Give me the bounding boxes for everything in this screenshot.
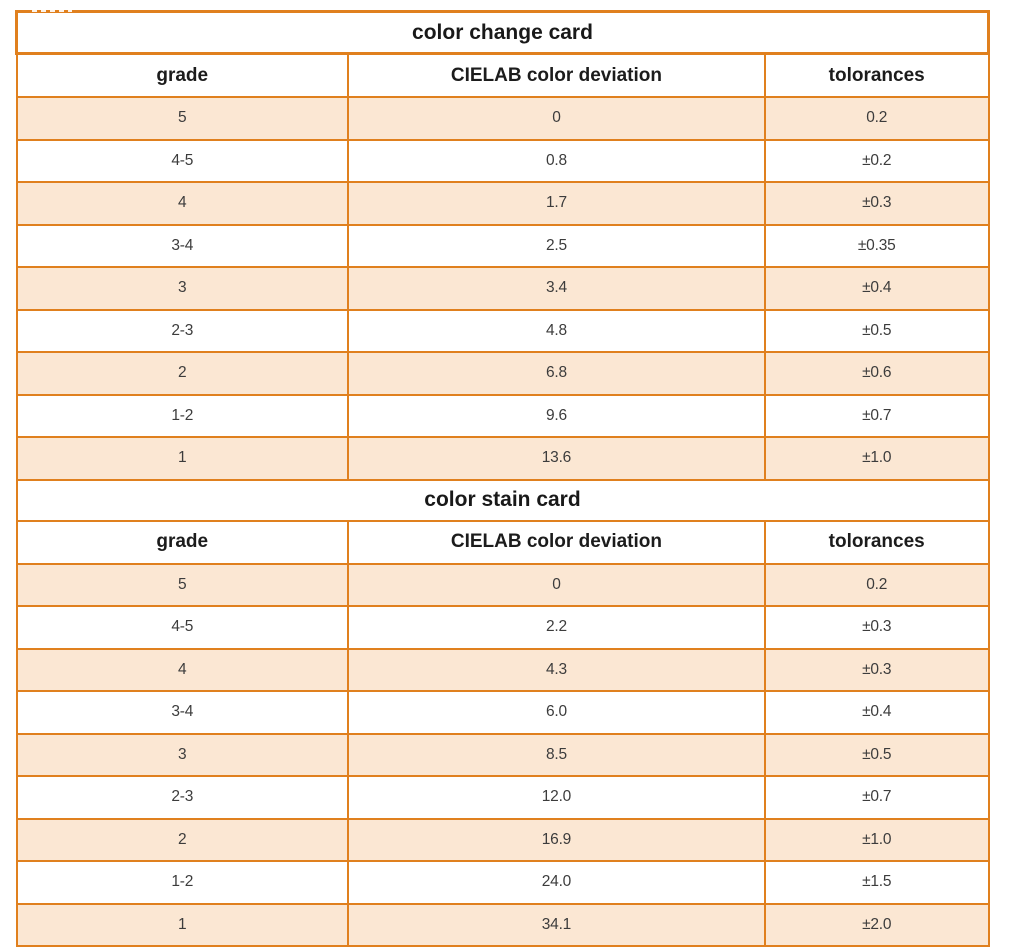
table-row: 3 8.5 ±0.5 [15,732,990,777]
tolerance-cell: ±1.0 [763,436,990,481]
grade-cell: 2-3 [15,308,349,353]
grade-cell: 5 [15,96,349,141]
grade-cell: 3 [15,732,349,777]
column-header-tolorances: tolorances [763,519,990,565]
tolerance-cell: ±0.4 [763,266,990,311]
deviation-cell: 12.0 [346,775,766,820]
tolerance-cell: ±0.5 [763,732,990,777]
deviation-cell: 4.8 [346,308,766,353]
tolerance-cell: ±0.7 [763,393,990,438]
grade-cell: 4-5 [15,138,349,183]
column-header-grade: grade [15,52,349,98]
deviation-cell: 0 [346,96,766,141]
tolerance-cell: 0.2 [763,562,990,607]
tolerance-cell: ±1.0 [763,817,990,862]
deviation-cell: 1.7 [346,181,766,226]
tolerance-cell: ±0.2 [763,138,990,183]
header-row-color-change: grade CIELAB color deviation tolorances [15,52,990,98]
tolerance-cell: ±1.5 [763,860,990,905]
deviation-cell: 0.8 [346,138,766,183]
deviation-cell: 2.5 [346,223,766,268]
table-row: 2-3 12.0 ±0.7 [15,775,990,820]
table-row: 1 13.6 ±1.0 [15,436,990,481]
deviation-cell: 4.3 [346,647,766,692]
header-row-color-stain: grade CIELAB color deviation tolorances [15,519,990,565]
deviation-cell: 24.0 [346,860,766,905]
section-title-color-stain: color stain card [15,478,990,522]
table-row: 5 0 0.2 [15,96,990,141]
grade-cell: 1 [15,436,349,481]
table-row: 5 0 0.2 [15,562,990,607]
column-header-grade: grade [15,519,349,565]
grade-cell: 1-2 [15,860,349,905]
table-row: 4 4.3 ±0.3 [15,647,990,692]
table-row: 4-5 0.8 ±0.2 [15,138,990,183]
table-row: 3 3.4 ±0.4 [15,266,990,311]
table-row: 4-5 2.2 ±0.3 [15,605,990,650]
grade-cell: 4-5 [15,605,349,650]
grade-tolerance-table: color change card grade CIELAB color dev… [15,10,990,947]
deviation-cell: 6.0 [346,690,766,735]
grade-cell: 3 [15,266,349,311]
grade-cell: 2-3 [15,775,349,820]
grade-cell: 3-4 [15,223,349,268]
section-title-row-color-change: color change card [15,10,990,55]
tolerance-cell: ±0.3 [763,181,990,226]
tolerance-cell: 0.2 [763,96,990,141]
tolerance-cell: ±0.6 [763,351,990,396]
deviation-cell: 9.6 [346,393,766,438]
table-row: 2-3 4.8 ±0.5 [15,308,990,353]
table-row: 4 1.7 ±0.3 [15,181,990,226]
section-title-color-change: color change card [15,10,990,55]
grade-cell: 4 [15,647,349,692]
column-header-deviation: CIELAB color deviation [346,52,766,98]
table-row: 3-4 2.5 ±0.35 [15,223,990,268]
tolerance-cell: ±0.4 [763,690,990,735]
table-row: 1-2 9.6 ±0.7 [15,393,990,438]
grade-cell: 1-2 [15,393,349,438]
tolerance-cell: ±0.3 [763,605,990,650]
grade-cell: 3-4 [15,690,349,735]
tolerance-cell: ±0.3 [763,647,990,692]
tolerance-cell: ±0.5 [763,308,990,353]
table-row: 2 16.9 ±1.0 [15,817,990,862]
deviation-cell: 8.5 [346,732,766,777]
deviation-cell: 2.2 [346,605,766,650]
tolerance-cell: ±0.7 [763,775,990,820]
grade-cell: 4 [15,181,349,226]
deviation-cell: 3.4 [346,266,766,311]
table-row: 3-4 6.0 ±0.4 [15,690,990,735]
table-row: 2 6.8 ±0.6 [15,351,990,396]
grade-cell: 5 [15,562,349,607]
column-header-tolorances: tolorances [763,52,990,98]
deviation-cell: 13.6 [346,436,766,481]
table-row: 1-2 24.0 ±1.5 [15,860,990,905]
grade-cell: 2 [15,351,349,396]
deviation-cell: 16.9 [346,817,766,862]
grade-cell: 2 [15,817,349,862]
deviation-cell: 0 [346,562,766,607]
tolerance-cell: ±0.35 [763,223,990,268]
section-title-row-color-stain: color stain card [15,478,990,522]
column-header-deviation: CIELAB color deviation [346,519,766,565]
deviation-cell: 6.8 [346,351,766,396]
